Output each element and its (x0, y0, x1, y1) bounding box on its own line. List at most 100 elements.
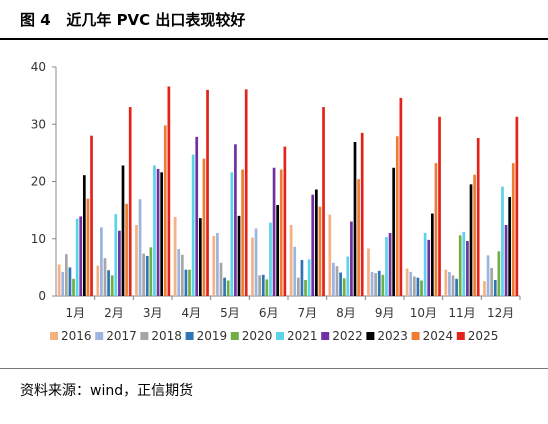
legend-item: 2020 (230, 329, 272, 343)
bar-2019-1 (68, 267, 72, 297)
bar-2021-1 (75, 218, 79, 296)
bar-2020-3 (149, 247, 153, 296)
bar-2018-7 (296, 277, 300, 296)
bar-2016-7 (289, 225, 293, 296)
bar-2017-12 (486, 255, 490, 296)
bar-2024-6 (279, 169, 283, 296)
x-tick-label: 6月 (259, 306, 279, 320)
bar-2023-3 (160, 172, 164, 296)
bar-2023-2 (121, 165, 125, 296)
bar-2016-5 (212, 235, 216, 296)
bar-2024-5 (241, 169, 244, 296)
x-tick-label: 7月 (298, 306, 318, 320)
bar-2020-6 (265, 279, 269, 296)
bar-2025-6 (283, 146, 287, 296)
bar-2018-5 (219, 262, 223, 296)
bar-2024-3 (163, 125, 167, 297)
bar-2022-6 (272, 167, 276, 296)
legend-label: 2025 (468, 329, 499, 343)
figure-label: 图 4 (20, 11, 51, 29)
legend-swatch (50, 332, 58, 340)
bar-2016-6 (251, 237, 254, 296)
chart-area: 0 10 20 30 40 1月 2月 3月 4月 5月 6月 7月 8月 9月 10月 11月 12月 2016… (0, 40, 548, 366)
bar-2021-7 (307, 259, 311, 296)
bar-2021-2 (114, 214, 118, 296)
y-tick-label: 0 (38, 289, 46, 303)
bar-2023-1 (82, 175, 86, 296)
figure-title-text: 近几年 PVC 出口表现较好 (66, 11, 246, 29)
bar-2020-10 (420, 280, 423, 296)
bar-2020-11 (458, 235, 462, 296)
bar-2022-1 (79, 216, 83, 296)
bar-2018-4 (180, 254, 184, 296)
legend-label: 2022 (332, 329, 363, 343)
x-tick-label: 5月 (220, 306, 240, 320)
x-tick-label: 1月 (66, 306, 86, 320)
bar-2022-5 (234, 144, 237, 296)
bar-2016-11 (444, 269, 448, 296)
legend-swatch (456, 332, 465, 340)
x-tick-label: 4月 (182, 306, 202, 320)
bar-2024-4 (202, 158, 206, 296)
bar-2019-10 (416, 277, 420, 296)
bar-2023-4 (198, 218, 202, 296)
legend-label: 2023 (377, 329, 408, 343)
bar-2023-12 (508, 196, 512, 296)
bar-2020-2 (110, 275, 114, 296)
bar-2016-3 (135, 225, 138, 296)
bar-2020-1 (72, 278, 75, 296)
bar-2022-10 (427, 239, 431, 296)
bar-2023-11 (469, 184, 473, 296)
bar-2025-3 (167, 86, 171, 296)
bar-2023-8 (353, 142, 357, 296)
bar-2018-6 (258, 275, 262, 296)
y-tick-label: 30 (31, 117, 46, 131)
bar-2024-10 (434, 163, 438, 296)
bar-2021-3 (153, 165, 156, 296)
bar-2021-8 (346, 256, 350, 296)
x-tick-label: 9月 (375, 306, 395, 320)
bar-2017-8 (332, 262, 335, 296)
bar-2017-7 (293, 246, 297, 296)
legend-swatch (366, 332, 375, 340)
bar-2018-3 (142, 253, 146, 296)
legend-item: 2018 (140, 329, 182, 343)
bar-2018-9 (374, 273, 378, 296)
bar-2018-2 (103, 258, 107, 296)
bar-2025-5 (244, 89, 248, 296)
bar-2020-5 (226, 280, 230, 296)
bar-2020-9 (381, 274, 385, 296)
bar-2019-7 (300, 259, 304, 296)
bar-2021-5 (230, 172, 234, 296)
bar-2024-1 (86, 198, 90, 296)
legend-label: 2018 (151, 329, 182, 343)
bar-2017-10 (409, 271, 413, 296)
legend-item: 2023 (366, 329, 408, 343)
legend-label: 2017 (106, 329, 137, 343)
legend-swatch (230, 332, 239, 340)
x-tick-label: 2月 (104, 306, 124, 320)
bar-chart: 0 10 20 30 40 1月 2月 3月 4月 5月 6月 7月 8月 9月 10月 11月 12月 2016… (31, 60, 521, 343)
bar-2019-5 (223, 277, 226, 296)
bar-2025-1 (90, 135, 93, 296)
bar-2021-12 (501, 186, 504, 296)
bar-2017-3 (138, 199, 142, 296)
x-tick-label: 10月 (410, 306, 437, 320)
legend-swatch (276, 332, 284, 340)
bar-2020-8 (342, 278, 346, 296)
bar-2017-9 (370, 271, 374, 296)
y-tick-label: 40 (31, 60, 46, 74)
bar-2020-12 (497, 251, 501, 296)
bar-2022-11 (466, 241, 469, 296)
bar-2022-9 (388, 233, 392, 296)
bar-2017-6 (254, 228, 258, 296)
bar-2020-7 (304, 279, 307, 296)
source-note: 资料来源：wind，正信期货 (20, 383, 194, 399)
x-tick-label: 12月 (487, 306, 514, 320)
bar-2017-2 (100, 227, 103, 296)
legend-item: 2022 (321, 329, 363, 343)
source-divider (0, 368, 548, 369)
bar-2016-1 (57, 264, 61, 296)
bar-2021-10 (423, 233, 427, 296)
bar-2024-12 (511, 163, 515, 296)
